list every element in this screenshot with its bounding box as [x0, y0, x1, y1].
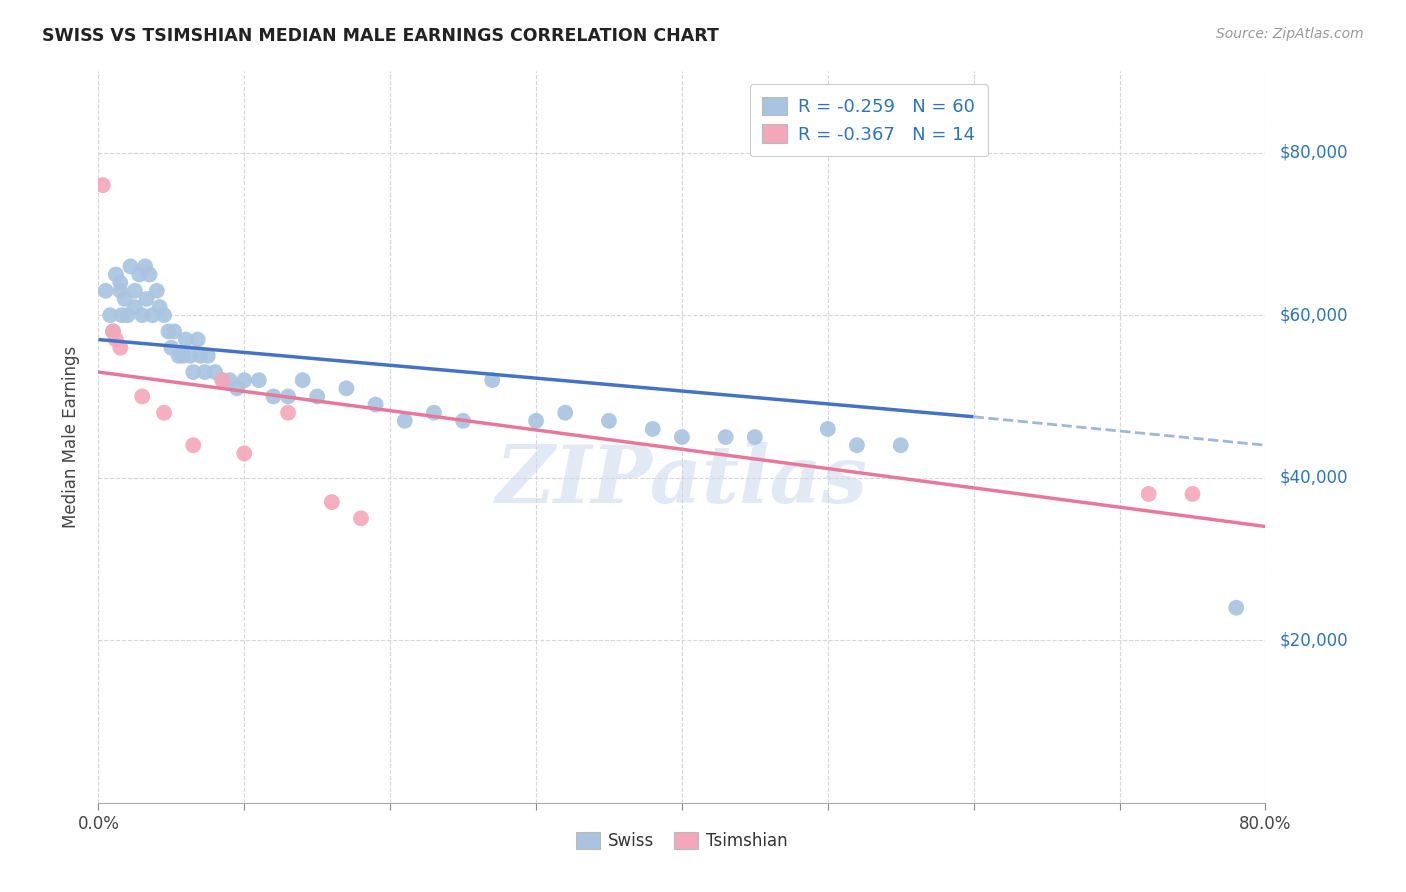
Point	[124, 300, 146, 314]
Point	[124, 284, 146, 298]
Point	[181, 438, 204, 452]
Point	[291, 373, 314, 387]
Point	[128, 268, 150, 282]
Point	[138, 268, 160, 282]
Point	[481, 373, 503, 387]
Point	[153, 308, 176, 322]
Point	[598, 414, 620, 428]
Point	[233, 373, 256, 387]
Point	[111, 308, 134, 322]
Point	[1181, 487, 1204, 501]
Point	[554, 406, 576, 420]
Point	[181, 365, 204, 379]
Point	[94, 284, 117, 298]
Point	[194, 365, 217, 379]
Point	[101, 325, 124, 339]
Point	[211, 373, 233, 387]
Point	[131, 308, 153, 322]
Point	[149, 300, 172, 314]
Point	[157, 325, 180, 339]
Point	[846, 438, 869, 452]
Point	[172, 349, 194, 363]
Point	[226, 381, 249, 395]
Text: Source: ZipAtlas.com: Source: ZipAtlas.com	[1216, 27, 1364, 41]
Point	[110, 341, 132, 355]
Point	[350, 511, 373, 525]
Point	[163, 325, 186, 339]
Point	[277, 406, 299, 420]
Point	[364, 398, 387, 412]
Point	[179, 349, 201, 363]
Point	[890, 438, 912, 452]
Point	[423, 406, 446, 420]
Point	[218, 373, 240, 387]
Point	[101, 325, 124, 339]
Point	[197, 349, 219, 363]
Point	[141, 308, 163, 322]
Text: ZIPatlas: ZIPatlas	[496, 442, 868, 520]
Point	[120, 260, 142, 274]
Point	[190, 349, 212, 363]
Point	[146, 284, 169, 298]
Point	[174, 333, 197, 347]
Text: SWISS VS TSIMSHIAN MEDIAN MALE EARNINGS CORRELATION CHART: SWISS VS TSIMSHIAN MEDIAN MALE EARNINGS …	[42, 27, 718, 45]
Point	[134, 260, 156, 274]
Point	[671, 430, 693, 444]
Text: $20,000: $20,000	[1279, 632, 1348, 649]
Point	[744, 430, 766, 444]
Point	[307, 389, 329, 403]
Point	[817, 422, 839, 436]
Point	[131, 389, 153, 403]
Legend: Swiss, Tsimshian: Swiss, Tsimshian	[569, 825, 794, 856]
Text: $60,000: $60,000	[1279, 306, 1348, 324]
Point	[321, 495, 343, 509]
Point	[714, 430, 737, 444]
Point	[211, 373, 233, 387]
Point	[110, 284, 132, 298]
Point	[247, 373, 270, 387]
Point	[135, 292, 157, 306]
Point	[1137, 487, 1160, 501]
Text: $40,000: $40,000	[1279, 468, 1348, 487]
Point	[262, 389, 284, 403]
Y-axis label: Median Male Earnings: Median Male Earnings	[62, 346, 80, 528]
Point	[277, 389, 299, 403]
Point	[524, 414, 547, 428]
Point	[394, 414, 416, 428]
Point	[160, 341, 183, 355]
Point	[451, 414, 474, 428]
Point	[110, 276, 132, 290]
Point	[204, 365, 226, 379]
Point	[91, 178, 114, 193]
Point	[335, 381, 357, 395]
Point	[153, 406, 176, 420]
Point	[104, 333, 127, 347]
Point	[104, 268, 127, 282]
Point	[98, 308, 121, 322]
Point	[167, 349, 190, 363]
Point	[233, 446, 256, 460]
Point	[114, 292, 136, 306]
Point	[117, 308, 139, 322]
Point	[1225, 600, 1247, 615]
Point	[187, 333, 209, 347]
Point	[641, 422, 664, 436]
Text: $80,000: $80,000	[1279, 144, 1348, 161]
